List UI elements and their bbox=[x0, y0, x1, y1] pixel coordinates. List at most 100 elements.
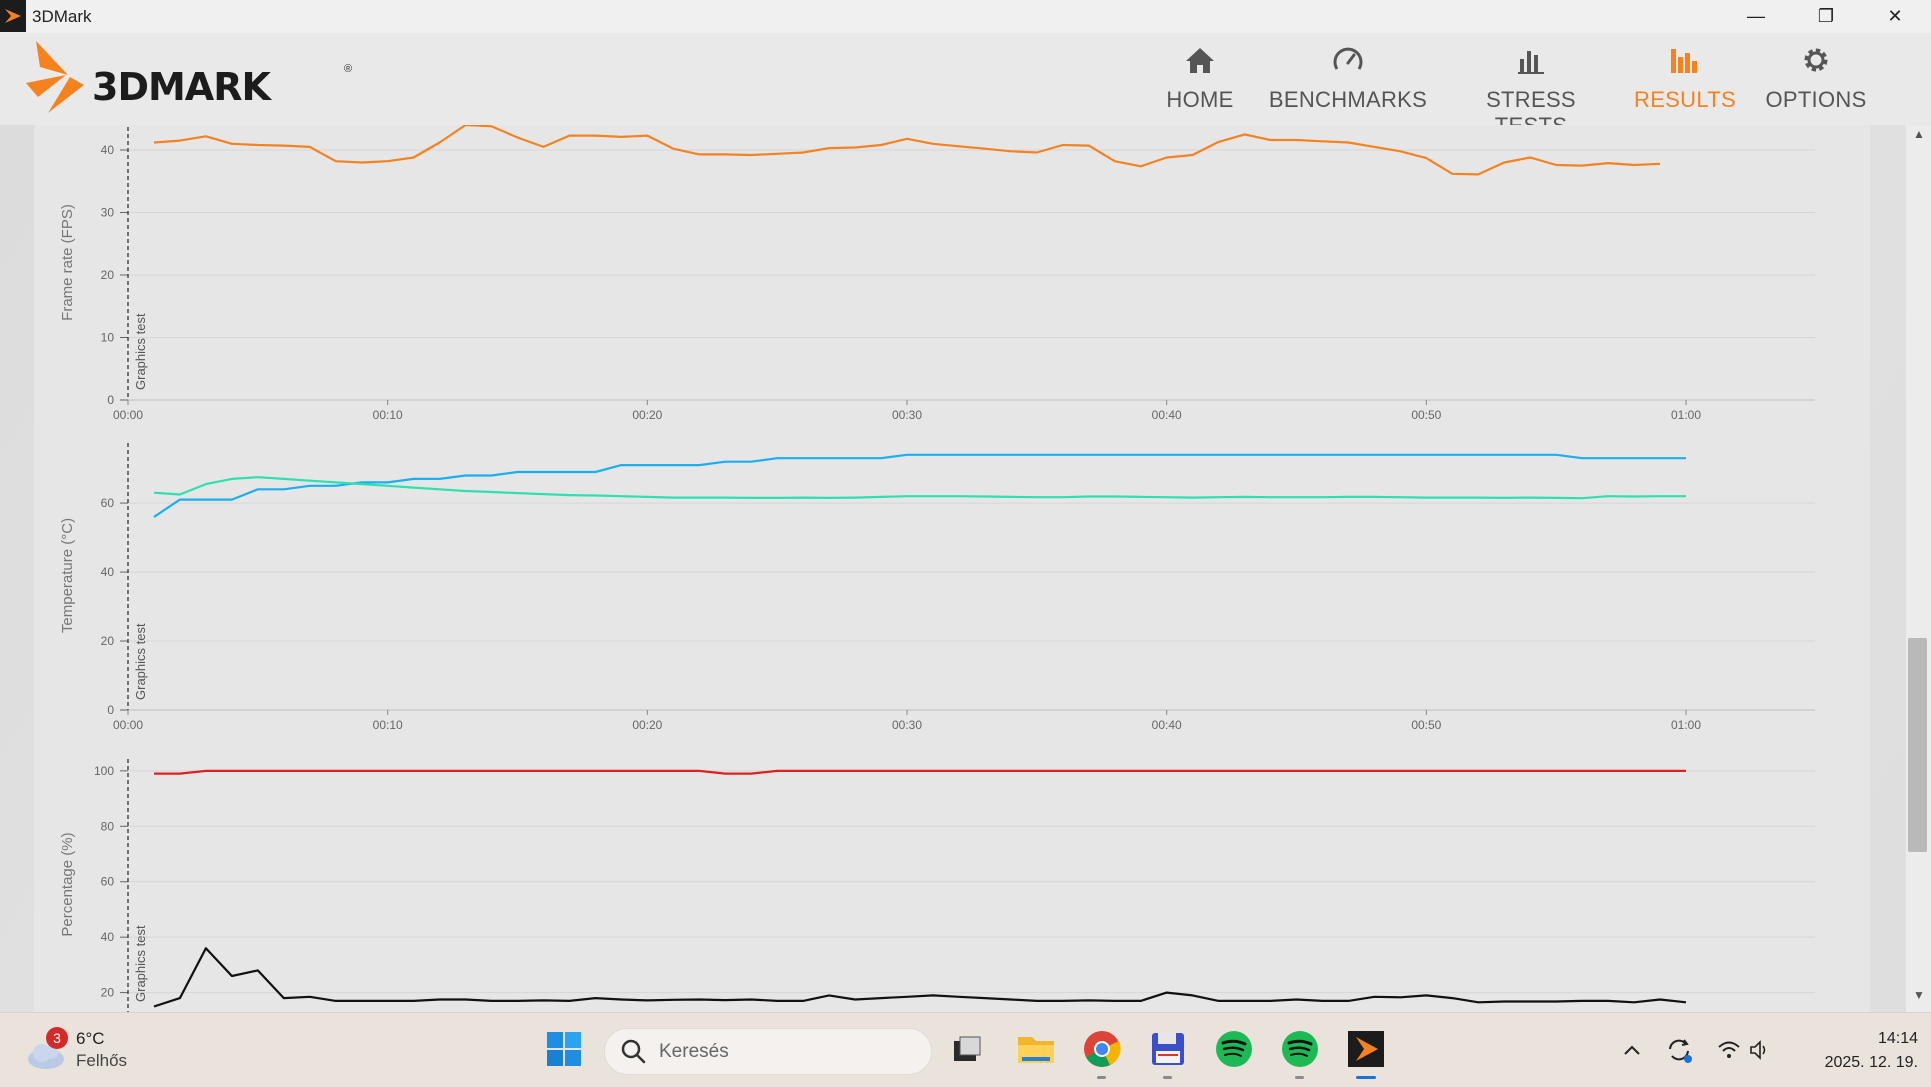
x-tick-label: 00:50 bbox=[1411, 718, 1441, 732]
series-line-1 bbox=[153, 453, 1686, 518]
spotify-icon bbox=[1282, 1031, 1318, 1067]
3dmark-taskbar-button[interactable] bbox=[1344, 1027, 1388, 1079]
restore-button[interactable]: ❐ bbox=[1817, 6, 1835, 26]
chrome-button[interactable] bbox=[1080, 1027, 1124, 1079]
sync-icon[interactable] bbox=[1664, 1035, 1694, 1065]
app-header: 3DMARK ® HOME BENCHMARKS STRESS TESTS bbox=[0, 33, 1931, 138]
test-marker-label: Graphics test bbox=[133, 925, 148, 1002]
y-tick-label: 60 bbox=[101, 496, 115, 510]
wifi-icon[interactable] bbox=[1716, 1037, 1742, 1063]
x-tick-label: 00:40 bbox=[1152, 408, 1182, 422]
save-app-icon bbox=[1152, 1033, 1184, 1065]
clock-time: 14:14 bbox=[1877, 1030, 1918, 1047]
weather-temperature: 6°C bbox=[76, 1029, 105, 1048]
x-tick-label: 00:10 bbox=[373, 718, 403, 732]
test-marker-label: Graphics test bbox=[133, 623, 148, 700]
y-tick-label: 40 bbox=[101, 930, 115, 944]
monitoring-panel bbox=[34, 125, 1870, 1012]
series-line-2 bbox=[153, 947, 1687, 1008]
x-tick-label: 01:00 bbox=[1671, 408, 1701, 422]
y-tick-label: 80 bbox=[101, 819, 115, 833]
y-tick-label: 20 bbox=[101, 268, 115, 282]
nav-options[interactable]: OPTIONS bbox=[1762, 43, 1870, 123]
x-tick-label: 00:20 bbox=[632, 408, 662, 422]
task-view-icon bbox=[954, 1036, 981, 1061]
nav-benchmarks-label: BENCHMARKS bbox=[1268, 87, 1428, 112]
y-axis-label: Frame rate (FPS) bbox=[59, 204, 76, 321]
chevron-up-icon[interactable] bbox=[1620, 1039, 1644, 1063]
series-line-2 bbox=[153, 476, 1686, 500]
y-tick-label: 10 bbox=[101, 331, 115, 345]
search-icon bbox=[621, 1039, 646, 1064]
system-clock[interactable]: 14:14 2025. 12. 19. bbox=[1782, 1027, 1918, 1075]
x-tick-label: 00:50 bbox=[1411, 408, 1441, 422]
x-tick-label: 00:00 bbox=[113, 408, 143, 422]
nav-stress-tests[interactable]: STRESS TESTS bbox=[1456, 43, 1606, 138]
notification-badge: 3 bbox=[46, 1027, 68, 1049]
spotify-icon bbox=[1216, 1031, 1252, 1067]
3dmark-logo-icon bbox=[26, 41, 84, 113]
scroll-up-arrow-icon[interactable]: ▲ bbox=[1913, 127, 1925, 141]
file-explorer-button[interactable] bbox=[1014, 1027, 1058, 1071]
app-logo-icon bbox=[0, 0, 26, 32]
volume-icon[interactable] bbox=[1748, 1038, 1772, 1062]
nav-results[interactable]: RESULTS bbox=[1634, 43, 1736, 123]
nav-options-label: OPTIONS bbox=[1765, 87, 1867, 112]
windows-start-icon bbox=[547, 1032, 581, 1066]
scroll-down-arrow-icon[interactable]: ▼ bbox=[1913, 988, 1925, 1002]
home-icon bbox=[1186, 48, 1214, 73]
x-tick-label: 00:10 bbox=[373, 408, 403, 422]
nav-benchmarks[interactable]: BENCHMARKS bbox=[1266, 43, 1430, 123]
x-tick-label: 00:30 bbox=[892, 408, 922, 422]
3dmark-icon bbox=[1348, 1031, 1384, 1067]
test-marker-label: Graphics test bbox=[133, 313, 148, 390]
3dmark-logo[interactable]: 3DMARK ® bbox=[26, 41, 352, 113]
logo-text: 3DMARK bbox=[92, 65, 271, 109]
y-axis-label: Percentage (%) bbox=[59, 832, 76, 936]
series-line-1 bbox=[153, 125, 1661, 176]
spotify-button[interactable] bbox=[1212, 1027, 1256, 1071]
weather-widget[interactable]: 3 6°C Felhős bbox=[24, 1027, 164, 1075]
close-button[interactable]: ✕ bbox=[1887, 6, 1903, 26]
nav-home[interactable]: HOME bbox=[1160, 43, 1240, 123]
speedometer-icon bbox=[1333, 47, 1363, 70]
nav-results-label: RESULTS bbox=[1634, 87, 1736, 112]
y-axis-label: Temperature (°C) bbox=[59, 518, 76, 633]
spotify-button-2[interactable] bbox=[1278, 1027, 1322, 1079]
results-content: 0 10 20 30 40 00:00 00:10 00:20 00:30 00:40 00:50 0… bbox=[0, 125, 1931, 1012]
x-tick-label: 00:30 bbox=[892, 718, 922, 732]
minimize-button[interactable]: — bbox=[1747, 6, 1765, 26]
y-tick-label: 100 bbox=[94, 764, 114, 778]
running-indicator bbox=[1097, 1076, 1106, 1079]
taskbar: 3 6°C Felhős Keresés bbox=[0, 1012, 1931, 1087]
save-app-button[interactable] bbox=[1146, 1027, 1190, 1079]
x-tick-label: 00:00 bbox=[113, 718, 143, 732]
clock-date: 2025. 12. 19. bbox=[1824, 1054, 1918, 1071]
task-view-button[interactable] bbox=[944, 1027, 988, 1071]
bar-chart-icon bbox=[1518, 51, 1544, 74]
y-tick-label: 0 bbox=[107, 703, 114, 717]
window-title: 3DMark bbox=[32, 7, 92, 26]
y-tick-label: 40 bbox=[101, 565, 115, 579]
y-tick-label: 20 bbox=[101, 634, 115, 648]
weather-description: Felhős bbox=[76, 1051, 128, 1070]
running-indicator bbox=[1295, 1076, 1304, 1079]
scrollbar-thumb[interactable] bbox=[1908, 638, 1927, 852]
vertical-scrollbar[interactable]: ▲ ▼ bbox=[1906, 125, 1931, 1012]
series-line-1 bbox=[154, 769, 1686, 775]
taskbar-search[interactable]: Keresés bbox=[604, 1028, 932, 1075]
y-tick-label: 20 bbox=[101, 986, 115, 1000]
y-tick-label: 30 bbox=[101, 206, 115, 220]
y-tick-label: 60 bbox=[101, 875, 115, 889]
start-button[interactable] bbox=[542, 1027, 586, 1071]
x-tick-label: 01:00 bbox=[1671, 718, 1701, 732]
title-bar: 3DMark — ❐ ✕ bbox=[0, 0, 1931, 33]
running-indicator bbox=[1163, 1076, 1172, 1079]
gear-icon bbox=[1804, 48, 1828, 72]
results-chart-icon bbox=[1671, 49, 1697, 73]
monitoring-charts: 0 10 20 30 40 00:00 00:10 00:20 00:30 00:40 00:50 0… bbox=[59, 125, 1815, 1012]
search-placeholder: Keresés bbox=[659, 1041, 729, 1062]
file-explorer-icon bbox=[1018, 1037, 1054, 1063]
y-tick-label: 40 bbox=[101, 143, 115, 157]
nav-home-label: HOME bbox=[1166, 87, 1234, 112]
